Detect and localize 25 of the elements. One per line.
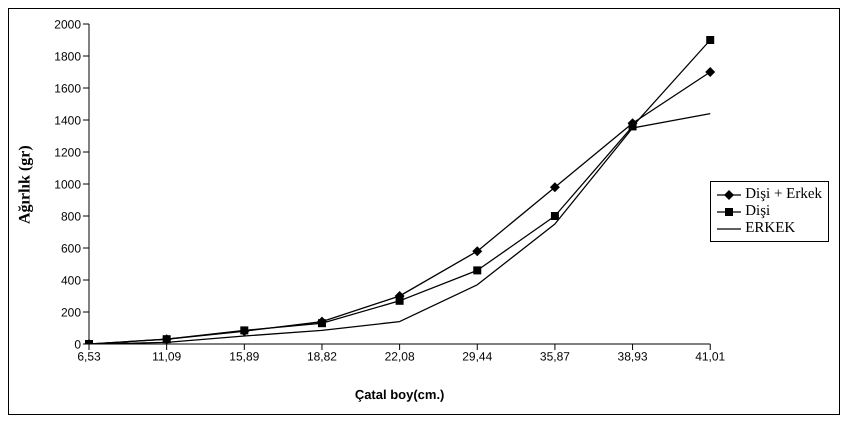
x-axis-title: Çatal boy(cm.): [354, 387, 444, 402]
x-tick-label: 41,01: [695, 350, 726, 364]
y-tick-label: 1800: [54, 49, 82, 64]
x-tick-label: 29,44: [462, 350, 493, 364]
legend-label: ERKEK: [745, 220, 796, 237]
y-tick-label: 0: [74, 337, 82, 352]
y-tick-label: 1000: [54, 177, 82, 192]
y-tick-label: 1400: [54, 113, 82, 128]
x-tick-label: 11,09: [152, 350, 182, 364]
x-tick-label: 18,82: [306, 350, 338, 364]
y-tick-label: 1200: [54, 145, 82, 160]
y-tick-label: 2000: [54, 17, 82, 32]
y-tick-label: 400: [60, 273, 82, 288]
y-tick-label: 1600: [54, 81, 82, 96]
legend-label: Dişi + Erkek: [745, 186, 822, 203]
x-tick-label: 35,87: [540, 350, 570, 364]
x-tick-label: 6,53: [77, 350, 101, 364]
y-axis-title: Ağırlık (gr): [16, 145, 34, 224]
y-tick-label: 800: [60, 209, 82, 224]
y-tick-label: 600: [60, 241, 82, 256]
x-tick-label: 22,08: [384, 350, 415, 364]
legend-label: Dişi: [745, 203, 770, 220]
x-tick-label: 38,93: [618, 350, 648, 364]
x-tick-label: 15,89: [229, 350, 260, 364]
y-tick-label: 200: [60, 305, 82, 320]
